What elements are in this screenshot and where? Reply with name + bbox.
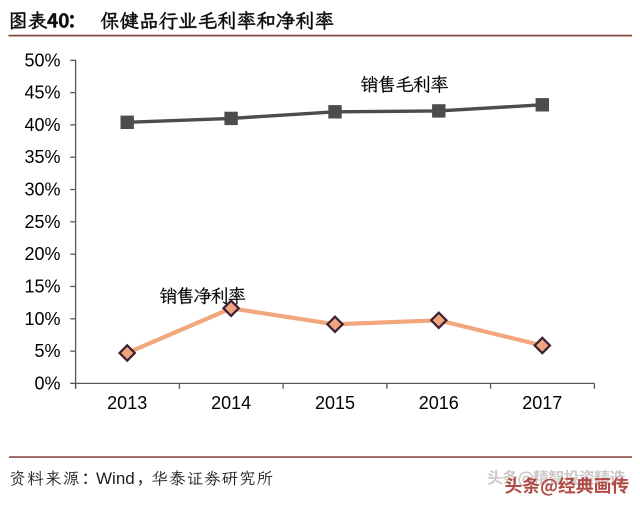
svg-text:35%: 35% [24,147,60,167]
svg-text:50%: 50% [24,50,60,70]
svg-text:2016: 2016 [419,393,459,413]
svg-text:10%: 10% [24,309,60,329]
svg-text:2015: 2015 [315,393,355,413]
svg-text:15%: 15% [24,277,60,297]
svg-text:40%: 40% [24,115,60,135]
svg-text:5%: 5% [34,341,60,361]
svg-text:2013: 2013 [107,393,147,413]
svg-text:2017: 2017 [522,393,562,413]
svg-text:30%: 30% [24,180,60,200]
svg-text:45%: 45% [24,83,60,103]
svg-text:20%: 20% [24,244,60,264]
svg-text:2014: 2014 [211,393,251,413]
svg-text:Wind: Wind [96,469,135,488]
svg-text:0%: 0% [34,373,60,393]
svg-text:25%: 25% [24,212,60,232]
